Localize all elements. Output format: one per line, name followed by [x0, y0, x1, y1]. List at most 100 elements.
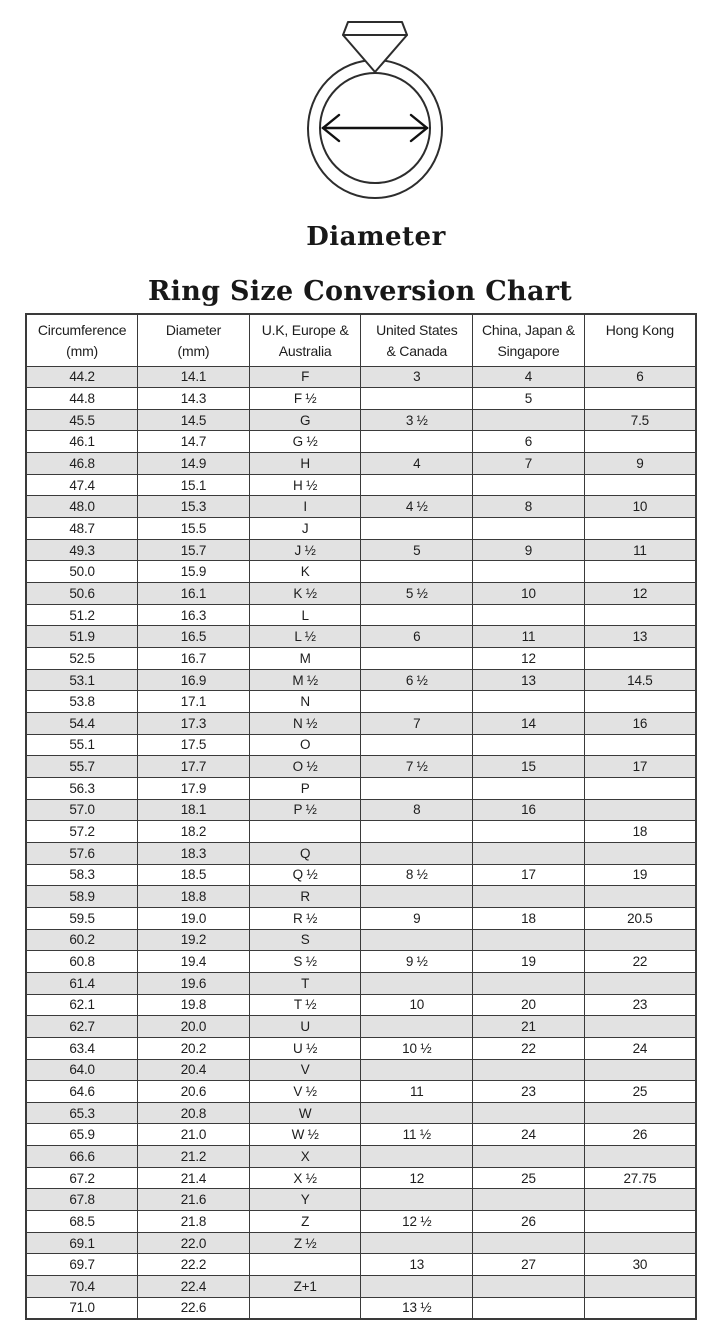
table-cell [248, 1253, 362, 1277]
table-cell: 15.3 [137, 495, 250, 519]
table-cell: 13 ½ [360, 1296, 474, 1320]
table-cell: 67.8 [25, 1188, 139, 1212]
table-cell [472, 603, 585, 627]
table-cell [360, 473, 474, 497]
header-line1: Diameter [165, 322, 222, 338]
table-cell: 57.2 [25, 820, 139, 843]
table-cell [472, 1296, 585, 1320]
table-cell: 11 [583, 538, 697, 562]
table-row: 61.4 19.6 T [25, 971, 697, 995]
table-cell: K ½ [248, 582, 362, 605]
table-cell: 20.5 [583, 906, 697, 930]
header-line1: Circumference [37, 322, 127, 338]
table-cell: 12 [360, 1166, 474, 1190]
table-cell: 55.1 [25, 733, 139, 757]
table-row: 58.9 18.8 R [25, 885, 697, 908]
table-cell: 10 [360, 993, 474, 1017]
table-cell: 66.6 [25, 1145, 139, 1168]
table-cell [472, 473, 585, 497]
table-cell [360, 517, 474, 540]
table-cell [583, 1101, 697, 1125]
table-cell: 9 [360, 906, 474, 930]
table-cell: 17 [472, 863, 585, 887]
table-cell: 19.2 [137, 928, 250, 952]
table-cell [583, 603, 697, 627]
ring-diagram [307, 21, 443, 199]
table-cell: M [248, 647, 362, 670]
table-cell: 15.5 [137, 517, 250, 540]
table-cell: G [248, 408, 362, 432]
table-cell [583, 560, 697, 584]
table-cell [583, 1145, 697, 1168]
table-cell [583, 1058, 697, 1082]
table-cell: U [248, 1015, 362, 1038]
table-cell: 69.1 [25, 1231, 139, 1255]
table-cell: 3 [360, 365, 474, 389]
ring-size-table: Circumference (mm) Diameter (mm) U.K, Eu… [25, 313, 697, 1320]
table-cell: 58.9 [25, 885, 139, 908]
table-cell [360, 603, 474, 627]
table-cell: 45.5 [25, 408, 139, 432]
table-cell: 20.8 [137, 1101, 250, 1125]
table-cell: F ½ [248, 387, 362, 410]
table-cell: 17.1 [137, 690, 250, 713]
table-cell: H [248, 452, 362, 475]
table-cell: X ½ [248, 1166, 362, 1190]
table-cell: 44.2 [25, 365, 139, 389]
table-cell [583, 1188, 697, 1212]
table-row: 62.1 19.8 T ½ 10 20 23 [25, 993, 697, 1017]
table-cell: 20.6 [137, 1080, 250, 1103]
table-cell [583, 776, 697, 800]
table-cell: 5 [472, 387, 585, 410]
table-row: 44.8 14.3 F ½ 5 [25, 387, 697, 410]
table-cell: 18.2 [137, 820, 250, 843]
table-cell: 8 ½ [360, 863, 474, 887]
table-row: 47.4 15.1 H ½ [25, 473, 697, 497]
table-cell: L ½ [248, 625, 362, 649]
table-cell: 60.8 [25, 950, 139, 973]
table-cell: 13 [583, 625, 697, 649]
table-cell: 21.2 [137, 1145, 250, 1168]
table-cell: N ½ [248, 712, 362, 735]
table-cell [583, 430, 697, 454]
table-cell: M ½ [248, 668, 362, 692]
table-cell: 9 [583, 452, 697, 475]
table-row: 53.8 17.1 N [25, 690, 697, 713]
table-cell: 50.0 [25, 560, 139, 584]
table-cell: 65.9 [25, 1123, 139, 1147]
table-cell: V ½ [248, 1080, 362, 1103]
header-line1: United States [376, 322, 458, 338]
table-cell [360, 1015, 474, 1038]
table-cell [360, 1188, 474, 1212]
figure-label: Diameter [306, 222, 446, 252]
table-cell [583, 841, 697, 865]
table-cell: 17.5 [137, 733, 250, 757]
table-cell: 57.0 [25, 798, 139, 822]
table-cell: 10 ½ [360, 1036, 474, 1060]
table-cell: 20 [472, 993, 585, 1017]
table-cell [472, 820, 585, 843]
table-cell [360, 560, 474, 584]
table-cell [583, 690, 697, 713]
table-cell: 12 [472, 647, 585, 670]
table-cell [583, 1275, 697, 1298]
table-cell [472, 408, 585, 432]
table-cell: F [248, 365, 362, 389]
table-cell: I [248, 495, 362, 519]
header-line2: (mm) [177, 343, 210, 359]
page-title: Ring Size Conversion Chart [147, 276, 573, 307]
table-cell: 51.9 [25, 625, 139, 649]
table-cell: 6 [472, 430, 585, 454]
table-cell: 27 [472, 1253, 585, 1277]
table-cell: 27.75 [583, 1166, 697, 1190]
table-cell: 58.3 [25, 863, 139, 887]
table-cell [360, 928, 474, 952]
table-cell [360, 1058, 474, 1082]
table-cell: Z+1 [248, 1275, 362, 1298]
table-cell: 22.4 [137, 1275, 250, 1298]
header-line1: China, Japan & [481, 322, 575, 338]
table-cell: 49.3 [25, 538, 139, 562]
column-header-uk-europe-australia: U.K, Europe & Australia [248, 313, 362, 367]
